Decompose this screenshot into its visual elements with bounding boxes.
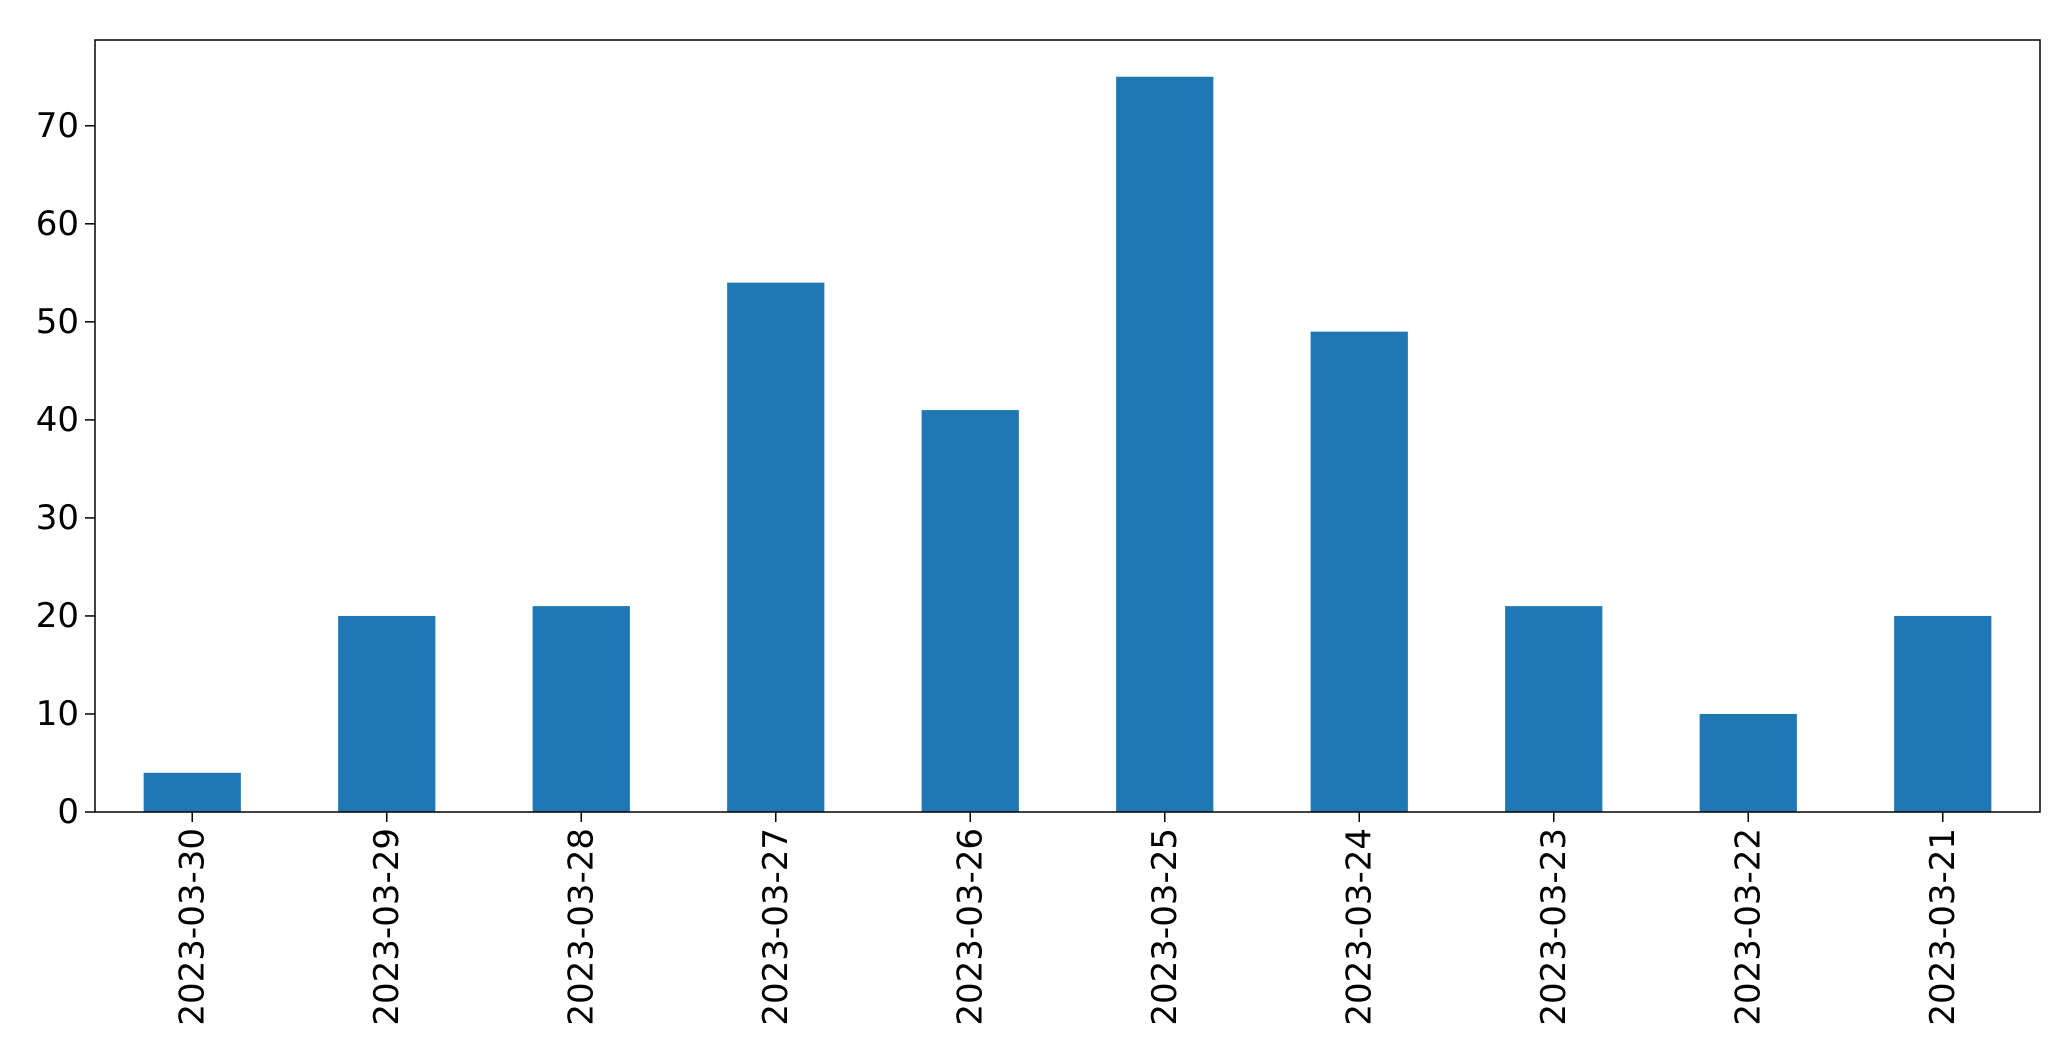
y-tick-label: 40 xyxy=(36,400,79,440)
x-tick-label: 2023-03-28 xyxy=(561,828,601,1026)
bar-2023-03-29 xyxy=(338,615,436,812)
bar-2023-03-24 xyxy=(1310,331,1408,812)
y-tick-label: 30 xyxy=(36,498,79,538)
x-tick-label: 2023-03-25 xyxy=(1145,828,1185,1026)
y-tick-label: 50 xyxy=(36,302,79,342)
y-tick-label: 20 xyxy=(36,596,79,636)
x-tick-label: 2023-03-29 xyxy=(367,828,407,1026)
x-tick-label: 2023-03-24 xyxy=(1339,828,1379,1026)
y-tick-label: 10 xyxy=(36,694,79,734)
x-axis-ticks: 2023-03-30 2023-03-29 2023-03-28 2023-03-27… xyxy=(172,812,1963,1026)
x-tick-label: 2023-03-30 xyxy=(172,828,212,1026)
y-axis-ticks: 0 10 20 30 40 50 60 70 xyxy=(36,106,95,832)
bars-group xyxy=(143,76,1992,813)
y-tick-label: 0 xyxy=(57,792,79,832)
y-tick-label: 70 xyxy=(36,106,79,146)
y-tick-label: 60 xyxy=(36,204,79,244)
x-tick-label: 2023-03-21 xyxy=(1923,828,1963,1026)
bar-2023-03-22 xyxy=(1699,713,1797,812)
x-tick-label: 2023-03-22 xyxy=(1728,828,1768,1026)
bar-2023-03-30 xyxy=(143,772,241,812)
bar-2023-03-28 xyxy=(532,606,630,812)
bar-2023-03-21 xyxy=(1894,615,1992,812)
bar-2023-03-27 xyxy=(727,282,825,813)
plot-frame xyxy=(94,39,2041,813)
bar-2023-03-23 xyxy=(1505,606,1603,812)
x-tick-label: 2023-03-27 xyxy=(756,828,796,1026)
x-tick-label: 2023-03-23 xyxy=(1534,828,1574,1026)
bar-2023-03-26 xyxy=(921,410,1019,812)
bar-2023-03-25 xyxy=(1116,76,1214,812)
x-tick-label: 2023-03-26 xyxy=(950,828,990,1026)
